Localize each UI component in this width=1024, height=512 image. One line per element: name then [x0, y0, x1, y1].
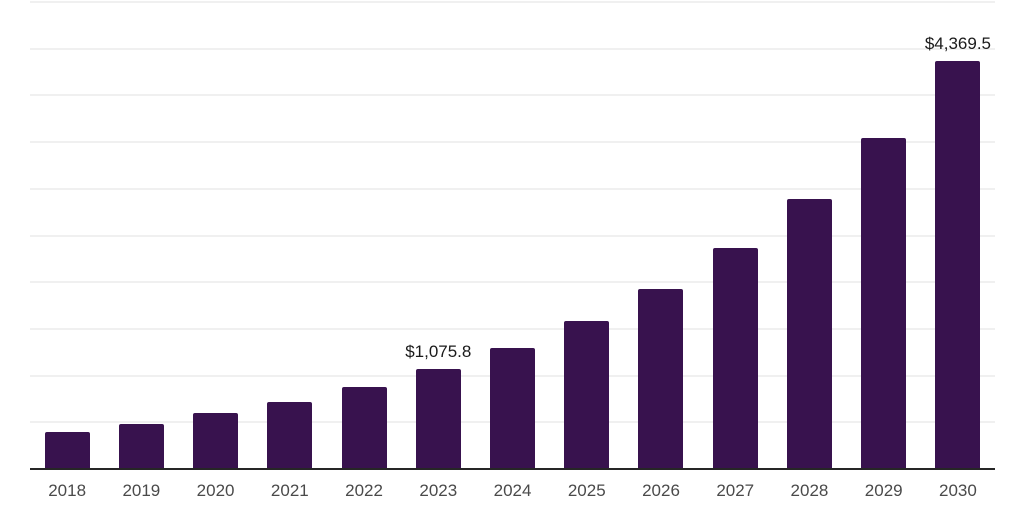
- x-axis-line: [30, 468, 995, 470]
- x-tick-label-2021: 2021: [270, 481, 309, 500]
- bar-slot-2025: [550, 0, 624, 469]
- gridline: [30, 281, 995, 284]
- gridline: [30, 187, 995, 190]
- plot-area: $1,075.8 $4,369.5: [30, 0, 995, 469]
- bars-row: $1,075.8 $4,369.5: [30, 0, 995, 469]
- x-tick-label-2019: 2019: [122, 481, 161, 500]
- x-tick-label-2022: 2022: [345, 481, 383, 500]
- bar-2026: [638, 289, 684, 469]
- x-tick-label-2027: 2027: [716, 481, 755, 500]
- bar-slot-2029: [847, 0, 921, 469]
- bar-2027: [712, 248, 758, 469]
- bar-2028: [786, 198, 832, 469]
- bar-2024: [490, 348, 536, 469]
- data-label-2030: $4,369.5: [924, 33, 992, 53]
- bar-slot-2018: [30, 0, 104, 469]
- bar-2030: [935, 60, 981, 469]
- gridline: [30, 327, 995, 330]
- bar-slot-2022: [327, 0, 401, 469]
- bar-slot-2021: [253, 0, 327, 469]
- bar-slot-2020: [178, 0, 252, 469]
- bar-slot-2026: [624, 0, 698, 469]
- gridline: [30, 1, 995, 3]
- gridline: [30, 234, 995, 237]
- bar-slot-2019: [104, 0, 178, 469]
- gridline: [30, 47, 995, 50]
- bar-2018: [44, 431, 90, 469]
- bar-2021: [267, 401, 313, 469]
- bar-2029: [861, 137, 907, 469]
- x-tick-label-2025: 2025: [567, 481, 606, 500]
- bar-2020: [193, 413, 239, 469]
- bar-2023: [415, 368, 461, 469]
- bar-2025: [564, 320, 610, 469]
- x-tick-label-2030: 2030: [939, 481, 977, 500]
- x-tick-label-2023: 2023: [419, 481, 458, 500]
- bar-slot-2030: $4,369.5: [921, 0, 995, 469]
- x-tick-label-2018: 2018: [48, 481, 87, 500]
- gridline: [30, 141, 995, 144]
- bar-slot-2028: [772, 0, 846, 469]
- bar-2022: [341, 387, 387, 469]
- x-tick-label-2026: 2026: [642, 481, 680, 500]
- bar-2019: [118, 424, 164, 469]
- x-tick-label-2020: 2020: [196, 481, 235, 500]
- bar-slot-2027: [698, 0, 772, 469]
- data-label-2023: $1,075.8: [405, 341, 472, 361]
- x-tick-label-2028: 2028: [790, 481, 829, 500]
- bar-slot-2023: $1,075.8: [401, 0, 475, 469]
- x-axis-labels: 2018 2019 2020 2021 2022 2023 2024 2025 2026 2027…: [30, 481, 995, 501]
- x-tick-label-2029: 2029: [864, 481, 903, 500]
- bar-slot-2024: [475, 0, 549, 469]
- x-tick-label-2024: 2024: [493, 481, 532, 500]
- gridline: [30, 94, 995, 97]
